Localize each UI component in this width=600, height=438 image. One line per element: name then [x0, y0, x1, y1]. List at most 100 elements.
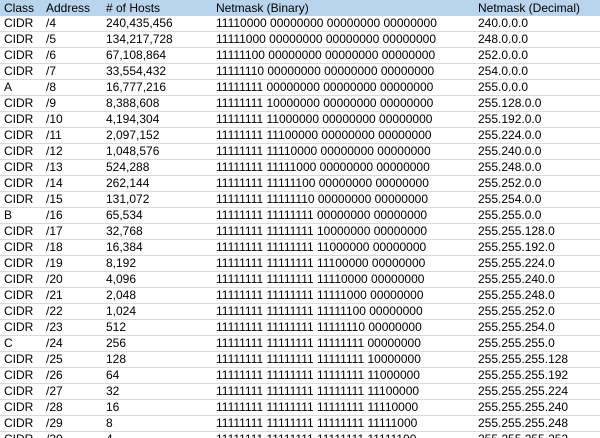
cell-address: /25	[42, 351, 102, 368]
cell-address: /7	[42, 63, 102, 80]
cell-netmask-binary: 11111111 11111111 11111000 00000000	[212, 287, 474, 304]
cell-netmask-binary: 11111111 11111111 11111111 00000000	[212, 335, 474, 352]
cell-netmask-binary: 11111110 00000000 00000000 00000000	[212, 63, 474, 80]
cell-netmask-decimal: 255.255.240.0	[474, 271, 600, 288]
cell-class: CIDR	[0, 431, 42, 438]
table-row: CIDR/29 8 11111111 11111111 11111111 11111…	[0, 415, 600, 432]
cell-num-hosts: 65,534	[102, 207, 212, 224]
cell-num-hosts: 240,435,456	[102, 16, 212, 32]
cell-num-hosts: 512	[102, 319, 212, 336]
cell-address: /27	[42, 383, 102, 400]
cell-netmask-binary: 11111111 11111111 11111111 11000000	[212, 367, 474, 384]
cell-class: CIDR	[0, 159, 42, 176]
cell-class: CIDR	[0, 303, 42, 320]
cell-address: /30	[42, 431, 102, 438]
cell-class: CIDR	[0, 95, 42, 112]
cell-netmask-decimal: 255.255.252.0	[474, 303, 600, 320]
header-address: Address	[42, 0, 102, 16]
cell-num-hosts: 1,024	[102, 303, 212, 320]
cell-num-hosts: 4	[102, 431, 212, 438]
cell-netmask-decimal: 255.255.255.128	[474, 351, 600, 368]
table-row: CIDR/28 16 11111111 11111111 11111111 1111…	[0, 399, 600, 416]
table-body: CIDR/4 240,435,456 11110000 00000000 00000…	[0, 16, 600, 438]
table-row: CIDR/5 134,217,728 11111000 00000000 00000…	[0, 31, 600, 48]
cell-class: A	[0, 79, 42, 96]
table-row: CIDR/19 8,192 11111111 11111111 11100000 0…	[0, 255, 600, 272]
table-row: B/16 65,534 11111111 11111111 00000000 000…	[0, 207, 600, 224]
header-num-hosts: # of Hosts	[102, 0, 212, 16]
cell-netmask-binary: 11111111 11111111 11100000 00000000	[212, 255, 474, 272]
cell-netmask-decimal: 255.255.255.224	[474, 383, 600, 400]
cell-num-hosts: 16,777,216	[102, 79, 212, 96]
cell-netmask-decimal: 255.0.0.0	[474, 79, 600, 96]
cell-class: CIDR	[0, 16, 42, 32]
cell-class: CIDR	[0, 143, 42, 160]
cell-class: CIDR	[0, 31, 42, 48]
cell-address: /8	[42, 79, 102, 96]
cell-netmask-binary: 11111111 11100000 00000000 00000000	[212, 127, 474, 144]
cell-netmask-decimal: 255.255.255.240	[474, 399, 600, 416]
cell-num-hosts: 8	[102, 415, 212, 432]
cell-address: /16	[42, 207, 102, 224]
cell-netmask-decimal: 255.255.255.0	[474, 335, 600, 352]
cell-class: C	[0, 335, 42, 352]
cell-address: /29	[42, 415, 102, 432]
cell-address: /19	[42, 255, 102, 272]
cell-netmask-binary: 11111111 11111111 10000000 00000000	[212, 223, 474, 240]
cell-address: /11	[42, 127, 102, 144]
cell-num-hosts: 8,192	[102, 255, 212, 272]
table-row: CIDR/25 128 11111111 11111111 11111111 100…	[0, 351, 600, 368]
cell-class: CIDR	[0, 111, 42, 128]
cell-netmask-decimal: 254.0.0.0	[474, 63, 600, 80]
table-row: CIDR/23 512 11111111 11111111 11111110 000…	[0, 319, 600, 336]
cell-netmask-binary: 11111111 11111100 00000000 00000000	[212, 175, 474, 192]
cell-netmask-decimal: 255.248.0.0	[474, 159, 600, 176]
cell-num-hosts: 524,288	[102, 159, 212, 176]
table-row: CIDR/6 67,108,864 11111100 00000000 000000…	[0, 47, 600, 64]
cell-class: CIDR	[0, 127, 42, 144]
cell-netmask-binary: 11111111 10000000 00000000 00000000	[212, 95, 474, 112]
cell-address: /14	[42, 175, 102, 192]
cell-netmask-decimal: 255.255.192.0	[474, 239, 600, 256]
cell-class: B	[0, 207, 42, 224]
table-row: CIDR/7 33,554,432 11111110 00000000 000000…	[0, 63, 600, 80]
cell-address: /22	[42, 303, 102, 320]
cell-address: /18	[42, 239, 102, 256]
cell-address: /6	[42, 47, 102, 64]
table-row: CIDR/12 1,048,576 11111111 11110000 000000…	[0, 143, 600, 160]
table-row: CIDR/17 32,768 11111111 11111111 10000000 …	[0, 223, 600, 240]
header-netmask-binary: Netmask (Binary)	[212, 0, 474, 16]
table-row: CIDR/10 4,194,304 11111111 11000000 000000…	[0, 111, 600, 128]
cell-address: /20	[42, 271, 102, 288]
cell-num-hosts: 134,217,728	[102, 31, 212, 48]
cell-class: CIDR	[0, 255, 42, 272]
cell-address: /4	[42, 16, 102, 32]
cell-num-hosts: 128	[102, 351, 212, 368]
cell-num-hosts: 64	[102, 367, 212, 384]
cell-num-hosts: 2,048	[102, 287, 212, 304]
cell-address: /23	[42, 319, 102, 336]
cell-num-hosts: 32,768	[102, 223, 212, 240]
cell-num-hosts: 16,384	[102, 239, 212, 256]
table-row: CIDR/15 131,072 11111111 11111110 00000000…	[0, 191, 600, 208]
table-row: CIDR/11 2,097,152 11111111 11100000 000000…	[0, 127, 600, 144]
table-row: C/24 256 11111111 11111111 11111111 000000…	[0, 335, 600, 352]
cell-netmask-decimal: 248.0.0.0	[474, 31, 600, 48]
cell-netmask-decimal: 255.255.255.252	[474, 431, 600, 438]
cell-num-hosts: 4,194,304	[102, 111, 212, 128]
cell-netmask-decimal: 255.128.0.0	[474, 95, 600, 112]
cell-netmask-binary: 11111111 00000000 00000000 00000000	[212, 79, 474, 96]
table-row: CIDR/21 2,048 11111111 11111111 11111000 0…	[0, 287, 600, 304]
cell-netmask-decimal: 255.240.0.0	[474, 143, 600, 160]
cell-netmask-binary: 11111111 11111111 11111111 10000000	[212, 351, 474, 368]
cell-netmask-binary: 11111111 11110000 00000000 00000000	[212, 143, 474, 160]
table-row: CIDR/18 16,384 11111111 11111111 11000000 …	[0, 239, 600, 256]
cell-netmask-binary: 11111111 11111111 11110000 00000000	[212, 271, 474, 288]
cell-netmask-decimal: 240.0.0.0	[474, 16, 600, 32]
cell-class: CIDR	[0, 175, 42, 192]
cell-class: CIDR	[0, 399, 42, 416]
cell-netmask-binary: 11111111 11000000 00000000 00000000	[212, 111, 474, 128]
cell-address: /10	[42, 111, 102, 128]
cell-num-hosts: 16	[102, 399, 212, 416]
